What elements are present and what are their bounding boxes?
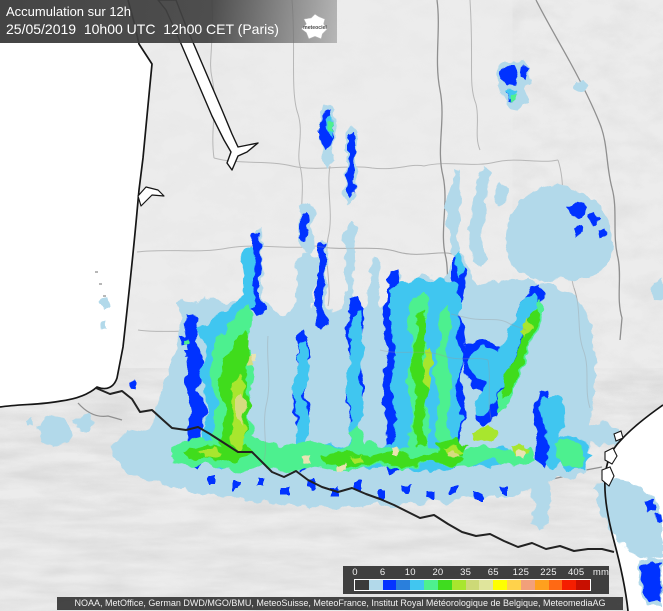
precip-level-7 — [236, 353, 525, 471]
legend-tick-225: 225 — [540, 567, 557, 578]
legend-swatch-1 — [368, 580, 383, 590]
legend-swatch-2 — [382, 580, 397, 590]
spain-border — [95, 387, 615, 553]
legend-swatch-8 — [465, 580, 480, 590]
legend-tick-405: 405 — [567, 567, 585, 578]
logo-text: meteociel — [303, 25, 327, 31]
precipitation-layers — [26, 60, 662, 606]
attribution-bar: NOAA, MetOffice, German DWD/MGO/BMU, Met… — [57, 597, 623, 610]
map-title-overlay: Accumulation sur 12h 25/05/2019 10h00 UT… — [0, 0, 337, 43]
legend-tick-35: 35 — [460, 567, 472, 578]
legend-swatch-10 — [493, 580, 508, 590]
legend-tick-125: 125 — [512, 567, 530, 578]
legend-swatch-6 — [437, 580, 452, 590]
legend-swatch-15 — [562, 580, 577, 590]
legend-tick-10: 10 — [404, 567, 416, 578]
legend-tick-6: 6 — [379, 567, 386, 578]
legend-unit: mm — [592, 567, 610, 578]
coastal-lagoons — [601, 430, 624, 487]
legend-swatch-3 — [396, 580, 411, 590]
legend-tick-0: 0 — [352, 567, 358, 578]
legend-swatch-13 — [534, 580, 549, 590]
map-title: Accumulation sur 12h — [6, 4, 132, 19]
legend-swatch-16 — [576, 580, 591, 590]
meteociel-logo: meteociel — [301, 13, 328, 40]
legend-tick-65: 65 — [487, 567, 499, 578]
legend-swatch-0 — [355, 580, 369, 590]
legend-tick-row: 0 6 10 20 35 65 125 225 405 mm — [343, 566, 609, 578]
legend-color-bar — [354, 579, 591, 591]
legend-swatch-12 — [520, 580, 535, 590]
legend-tick-20: 20 — [432, 567, 444, 578]
legend-swatch-9 — [479, 580, 494, 590]
legend-swatch-7 — [451, 580, 466, 590]
precipitation-legend: 0 6 10 20 35 65 125 225 405 mm — [343, 566, 609, 594]
borders-overlay — [263, 245, 591, 461]
legend-swatch-4 — [410, 580, 425, 590]
legend-swatch-14 — [548, 580, 563, 590]
legend-swatch-11 — [507, 580, 521, 590]
arcachon-bay — [137, 186, 165, 207]
map-datetime: 25/05/2019 10h00 UTC 12h00 CET (Paris) — [6, 21, 279, 37]
legend-swatch-5 — [424, 580, 438, 590]
islet — [95, 271, 106, 297]
